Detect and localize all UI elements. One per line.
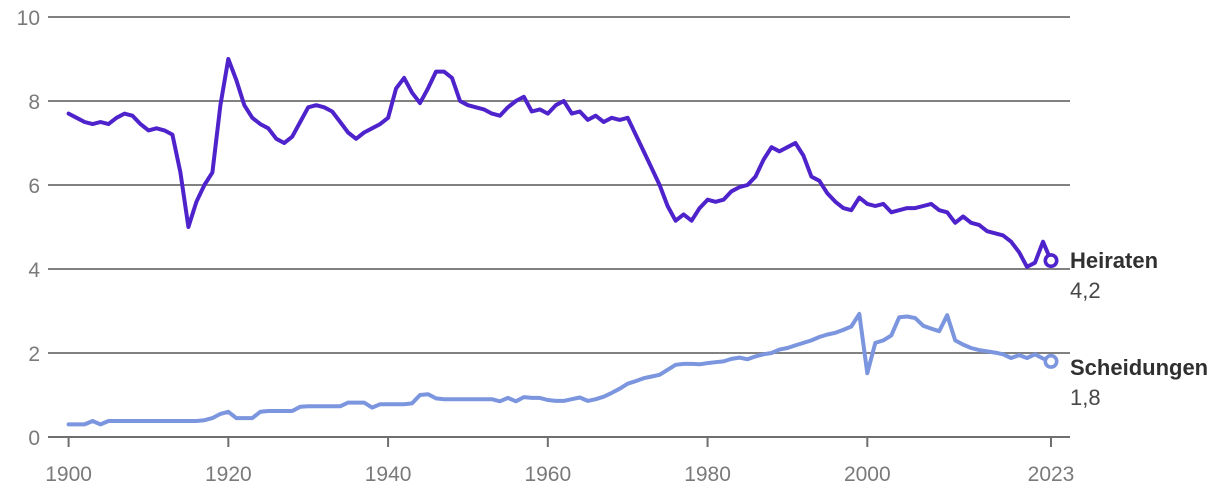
x-axis-group: 1900 1920 1940 1960 1980 2000 2023: [45, 436, 1075, 486]
x-tick-label-1900: 1900: [45, 463, 92, 486]
end-marker-heiraten: [1043, 253, 1059, 269]
y-tick-label-8: 8: [28, 91, 40, 114]
end-markers-group: [1043, 253, 1059, 369]
series-label-heiraten: Heiraten 4,2: [1070, 246, 1158, 306]
series-lines-group: [66, 57, 1053, 427]
y-tick-label-2: 2: [28, 343, 40, 366]
gridlines-group: 0 2 4 6 8 10: [17, 7, 1070, 450]
y-tick-label-0: 0: [28, 427, 40, 450]
y-tick-label-10: 10: [17, 7, 40, 30]
series-label-scheidungen: Scheidungen 1,8: [1070, 353, 1208, 413]
x-tick-label-2000: 2000: [844, 463, 891, 486]
x-tick-label-2023: 2023: [1028, 463, 1075, 486]
x-tick-label-1940: 1940: [365, 463, 412, 486]
heiraten-series-value: 4,2: [1070, 277, 1101, 303]
line-scheidungen: [66, 311, 1053, 427]
y-tick-label-6: 6: [28, 175, 40, 198]
x-tick-label-1960: 1960: [524, 463, 571, 486]
end-marker-scheidungen: [1043, 353, 1059, 369]
line-heiraten: [66, 57, 1053, 269]
scheidungen-series-name: Scheidungen: [1070, 355, 1209, 381]
y-tick-label-4: 4: [28, 259, 40, 282]
heiraten-series-name: Heiraten: [1070, 247, 1159, 273]
scheidungen-series-value: 1,8: [1070, 385, 1101, 411]
x-tick-label-1920: 1920: [205, 463, 252, 486]
x-tick-label-1980: 1980: [684, 463, 731, 486]
